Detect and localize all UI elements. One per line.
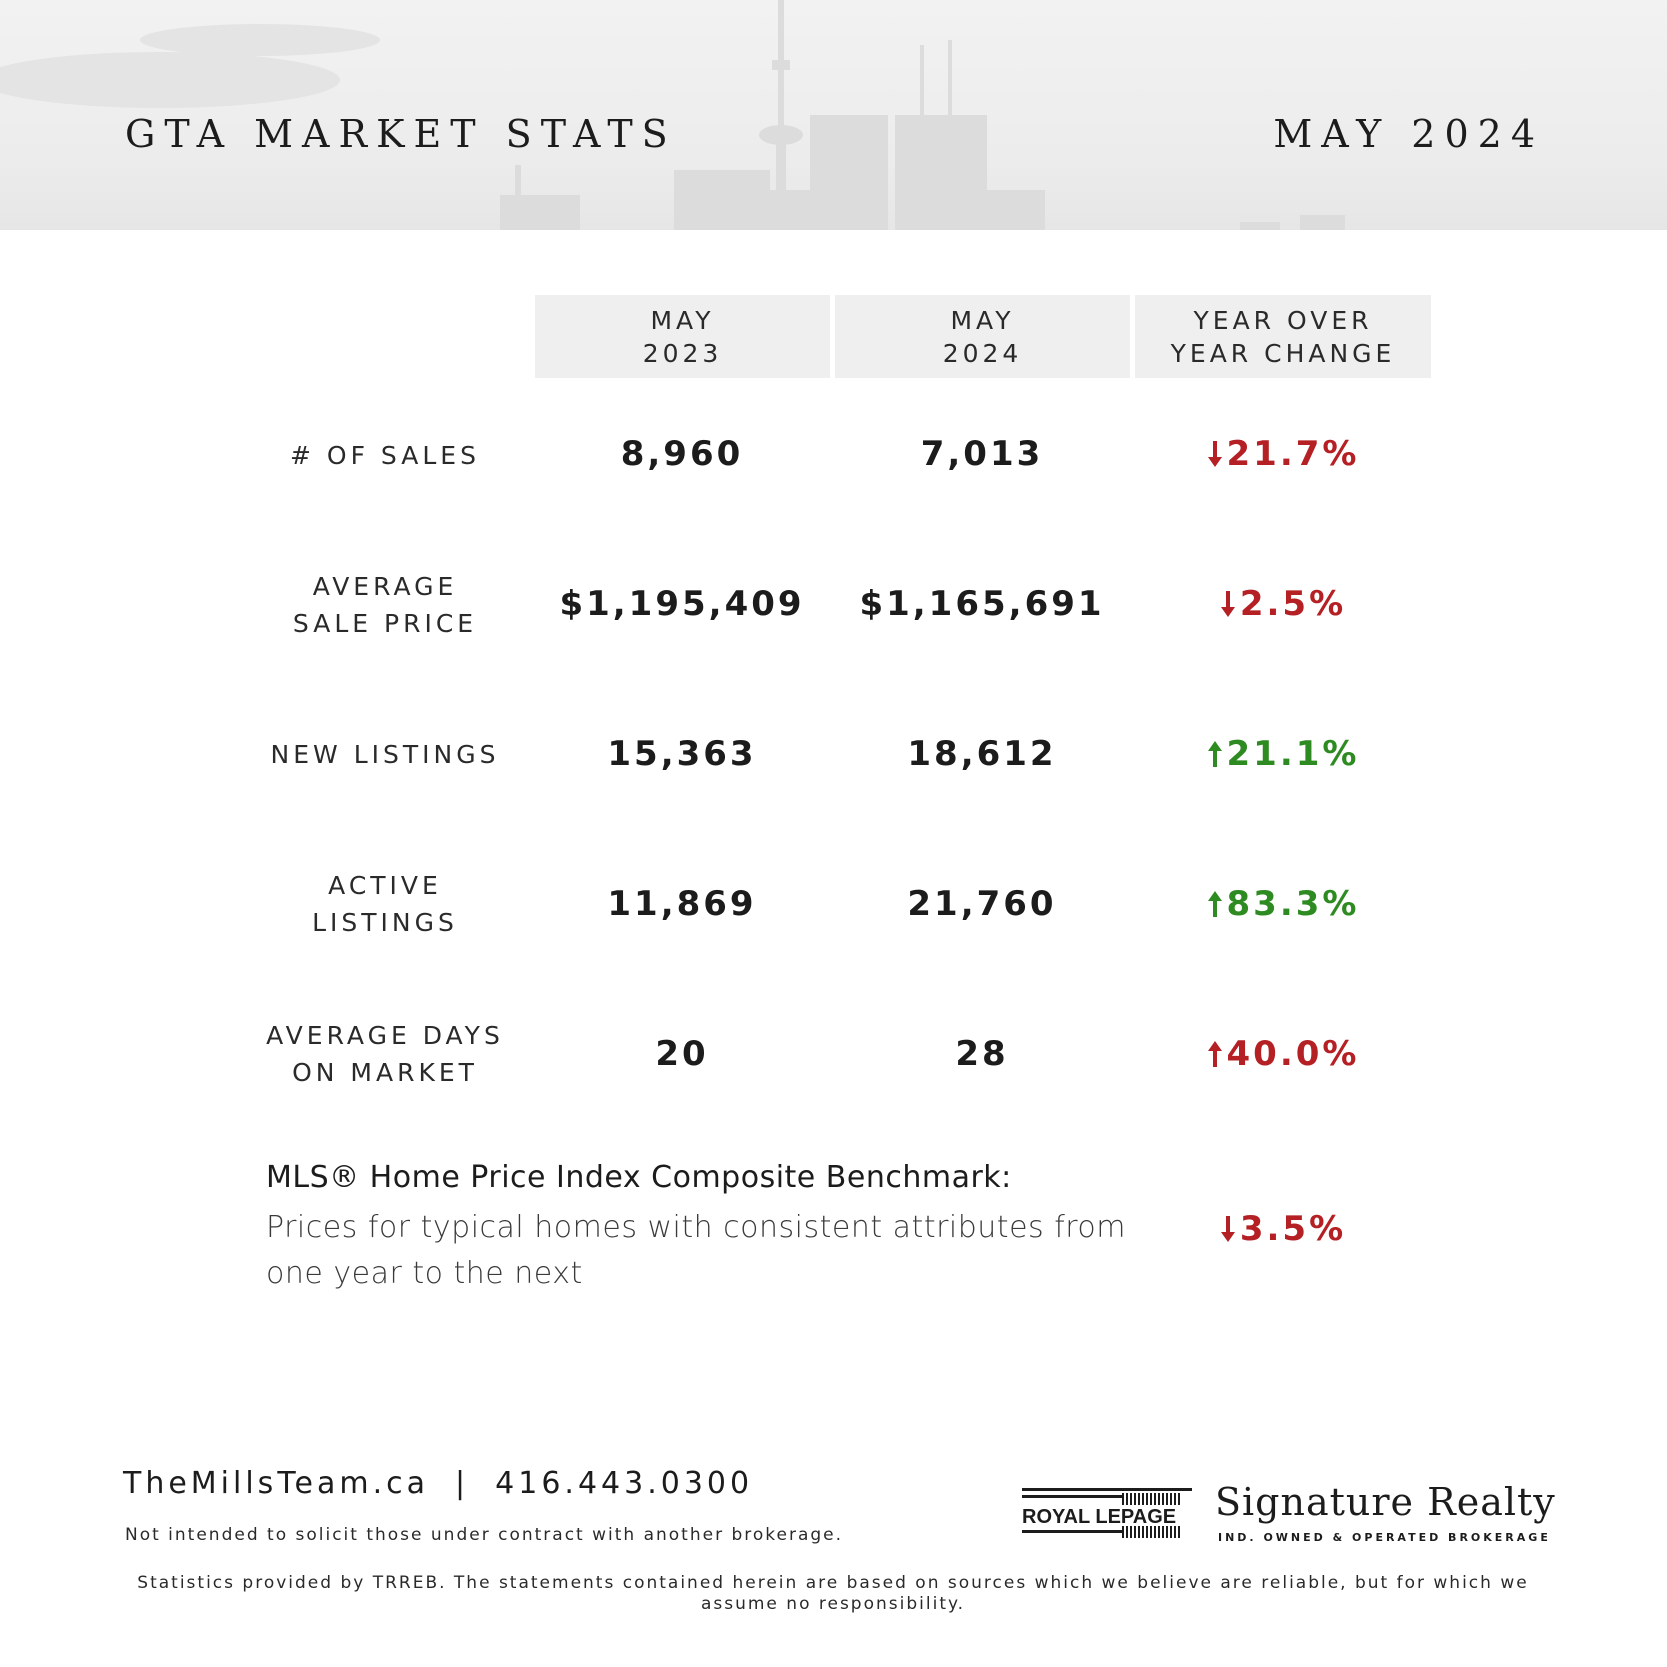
change-avg-price: 2.5%	[1133, 584, 1433, 624]
column-header-may-2023: MAY 2023	[535, 295, 830, 378]
value-active-listings-2023: 11,869	[607, 884, 757, 924]
phone-number[interactable]: 416.443.0300	[495, 1466, 754, 1501]
change-new-listings-value: 21.1%	[1226, 734, 1360, 774]
arrow-down-icon	[1220, 591, 1235, 617]
brokerage-subtitle: IND. OWNED & OPERATED BROKERAGE	[1218, 1531, 1551, 1544]
solicitation-disclaimer: Not intended to solicit those under cont…	[125, 1525, 844, 1545]
arrow-down-icon	[1207, 441, 1222, 467]
change-new-listings: 21.1%	[1133, 734, 1433, 774]
brokerage-name: Signature Realty	[1215, 1480, 1556, 1524]
website-link[interactable]: TheMillsTeam.ca	[123, 1466, 430, 1501]
value-days-on-market-2024: 28	[955, 1034, 1009, 1074]
row-label-average-sale-price: AVERAGE SALE PRICE	[292, 572, 478, 638]
change-days-on-market: 40.0%	[1133, 1034, 1433, 1074]
value-avg-price-2024: $1,165,691	[859, 584, 1105, 624]
change-days-on-market-value: 40.0%	[1226, 1034, 1360, 1074]
change-hpi-value: 3.5%	[1239, 1209, 1347, 1249]
row-label-sales: # OF SALES	[290, 441, 480, 470]
value-new-listings-2023: 15,363	[607, 734, 757, 774]
row-label-average-days-on-market: AVERAGE DAYS ON MARKET	[266, 1021, 504, 1087]
value-active-listings-2024: 21,760	[907, 884, 1057, 924]
contact-line: TheMillsTeam.ca | 416.443.0300	[123, 1466, 753, 1501]
page-title: GTA MARKET STATS	[125, 112, 677, 156]
value-days-on-market-2023: 20	[655, 1034, 709, 1074]
value-sales-2023: 8,960	[620, 434, 744, 474]
value-avg-price-2023: $1,195,409	[559, 584, 805, 624]
change-active-listings-value: 83.3%	[1226, 884, 1360, 924]
header-banner: GTA MARKET STATS MAY 2024	[0, 0, 1667, 230]
toronto-skyline-image	[0, 0, 1345, 230]
change-hpi: 3.5%	[1133, 1209, 1433, 1249]
row-label-active-listings: ACTIVE LISTINGS	[312, 871, 458, 937]
column-header-may-2024: MAY 2024	[835, 295, 1130, 378]
contact-separator: |	[455, 1466, 470, 1501]
statistics-disclaimer: Statistics provided by TRREB. The statem…	[137, 1573, 1529, 1614]
column-header-yoy-change: YEAR OVER YEAR CHANGE	[1135, 295, 1431, 378]
change-sales: 21.7%	[1133, 434, 1433, 474]
arrow-up-icon	[1207, 741, 1222, 767]
change-avg-price-value: 2.5%	[1239, 584, 1347, 624]
arrow-down-icon	[1220, 1216, 1235, 1242]
hpi-description: Prices for typical homes with consistent…	[266, 1210, 1127, 1291]
row-label-new-listings: NEW LISTINGS	[270, 740, 500, 769]
royal-lepage-logo: ROYAL LEPAGE	[1022, 1488, 1192, 1538]
report-period: MAY 2024	[1273, 112, 1544, 156]
svg-text:ROYAL LEPAGE: ROYAL LEPAGE	[1022, 1506, 1176, 1528]
hpi-title: MLS® Home Price Index Composite Benchmar…	[266, 1160, 1012, 1195]
change-sales-value: 21.7%	[1226, 434, 1360, 474]
value-sales-2024: 7,013	[920, 434, 1044, 474]
arrow-up-icon	[1207, 1041, 1222, 1067]
arrow-up-icon	[1207, 891, 1222, 917]
value-new-listings-2024: 18,612	[907, 734, 1057, 774]
change-active-listings: 83.3%	[1133, 884, 1433, 924]
